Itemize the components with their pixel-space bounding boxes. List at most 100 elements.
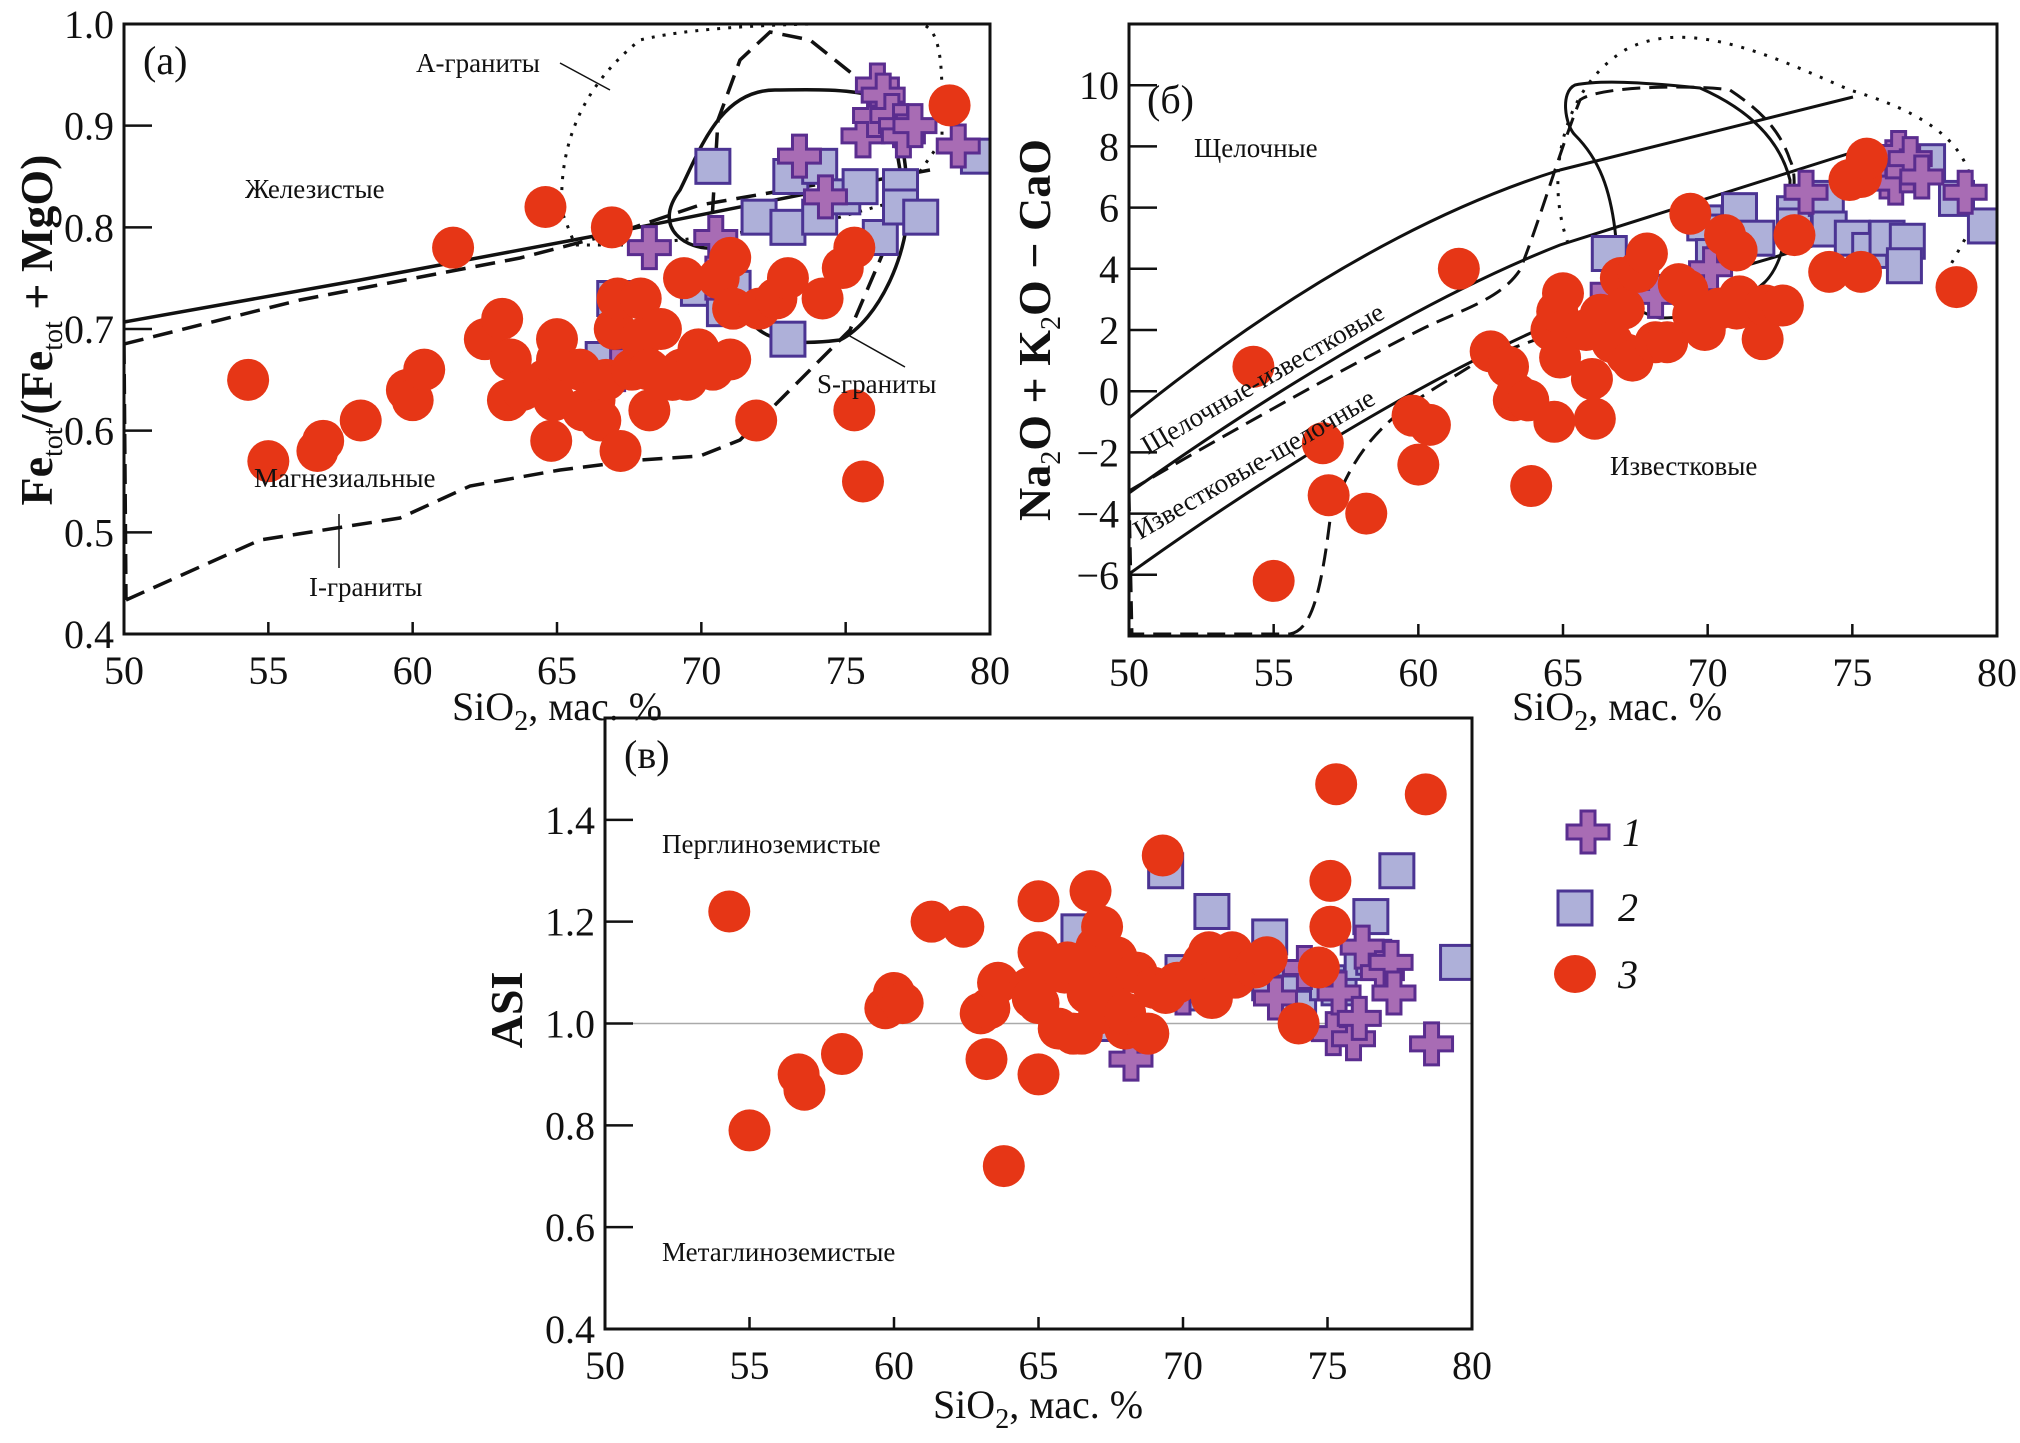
legend-marker-cross xyxy=(1565,809,1611,855)
data-point-circle xyxy=(619,277,662,320)
region-label-a-granites: A-граниты xyxy=(416,48,540,78)
panel-a-points xyxy=(227,62,990,503)
data-point-circle xyxy=(1715,229,1758,272)
y-tick-label: 0.7 xyxy=(64,307,114,352)
x-tick-label: 65 xyxy=(1019,1343,1059,1388)
data-point-circle xyxy=(709,236,752,279)
region-label-calcic: Известковые xyxy=(1610,451,1757,481)
data-point-cross xyxy=(892,103,938,149)
data-point-circle xyxy=(1245,936,1288,979)
y-tick-label: 2 xyxy=(1099,308,1119,353)
data-point-circle xyxy=(247,440,290,483)
y-tick-label: 0.5 xyxy=(64,510,114,555)
data-point-cross xyxy=(1371,970,1417,1016)
data-point-square xyxy=(769,208,807,246)
y-tick-label: 0.8 xyxy=(64,205,114,250)
y-tick-label: 0.9 xyxy=(64,104,114,149)
alkalic-boundary xyxy=(1129,95,1854,420)
y-tick-label: 0 xyxy=(1099,369,1119,414)
x-tick-label: 75 xyxy=(1832,650,1872,695)
data-point-circle xyxy=(965,1038,1008,1081)
y-tick-label: 0.6 xyxy=(545,1205,595,1250)
data-point-circle xyxy=(1437,247,1480,290)
x-tick-label: 75 xyxy=(826,648,866,693)
panel-b-ticks: 50 55 60 65 70 75 80 −6 −4 −2 0 2 4 6 8 10 xyxy=(1076,63,2017,695)
x-tick-label: 65 xyxy=(537,648,577,693)
data-point-cross xyxy=(1942,169,1988,215)
region-label-alkalic: Щелочные xyxy=(1194,133,1318,163)
data-point-cross xyxy=(1899,154,1945,200)
data-point-circle xyxy=(1252,559,1295,602)
data-point-circle xyxy=(530,419,573,462)
x-title-sio: SiO xyxy=(933,1382,995,1427)
y-title-fe: Fe xyxy=(11,457,62,506)
panel-c-y-axis-title: ASI xyxy=(481,972,532,1049)
data-point-square xyxy=(1885,247,1923,285)
data-point-circle xyxy=(1741,318,1784,361)
data-point-circle xyxy=(982,1145,1025,1188)
x-tick-label: 55 xyxy=(730,1343,770,1388)
data-point-circle xyxy=(1127,1012,1170,1055)
y-tick-label: 6 xyxy=(1099,186,1119,231)
panel-c-label: (в) xyxy=(624,732,670,777)
data-point-square xyxy=(902,198,940,236)
data-point-circle xyxy=(1510,465,1553,508)
a-granite-field xyxy=(1556,35,1975,276)
legend-marker-circle xyxy=(1554,955,1596,993)
data-point-square xyxy=(694,147,732,185)
y-title-sub2: 2 xyxy=(1036,316,1067,330)
i-granite-field xyxy=(1129,85,1796,636)
data-point-circle xyxy=(524,186,567,228)
data-point-square xyxy=(841,168,879,206)
y-tick-label: 8 xyxy=(1099,124,1119,169)
y-tick-label: 0.4 xyxy=(64,612,114,657)
x-tick-label: 75 xyxy=(1308,1343,1348,1388)
data-point-circle xyxy=(1542,272,1584,315)
x-tick-label: 55 xyxy=(1254,650,1294,695)
y-tick-label: 1.4 xyxy=(545,798,595,843)
data-point-circle xyxy=(1533,400,1576,443)
panel-b-x-axis-title: SiO2, мас. % xyxy=(1512,684,1722,737)
data-point-cross xyxy=(935,123,981,169)
x-tick-label: 70 xyxy=(1688,650,1728,695)
x-tick-label: 70 xyxy=(681,648,721,693)
y-title-tot: tot xyxy=(38,427,69,457)
y-tick-label: 10 xyxy=(1079,63,1119,108)
data-point-circle xyxy=(227,358,270,401)
data-point-circle xyxy=(1845,137,1888,180)
data-point-circle xyxy=(1232,345,1275,388)
data-point-circle xyxy=(639,308,682,350)
data-point-circle xyxy=(536,318,578,361)
data-point-circle xyxy=(928,84,971,127)
data-point-circle xyxy=(1773,214,1816,257)
x-tick-label: 70 xyxy=(1163,1343,1203,1388)
data-point-cross xyxy=(1409,1021,1455,1067)
s-granite-pointer xyxy=(847,334,906,368)
data-point-square xyxy=(1439,943,1472,981)
x-title-sub: 2 xyxy=(995,1404,1009,1435)
data-point-circle xyxy=(1345,492,1388,535)
a-granite-pointer xyxy=(559,62,611,91)
data-point-circle xyxy=(1309,905,1352,948)
data-point-circle xyxy=(1404,773,1447,816)
data-point-circle xyxy=(599,430,642,472)
x-title-sub: 2 xyxy=(514,706,528,737)
y-tick-label: 0.6 xyxy=(64,409,114,454)
data-point-circle xyxy=(1646,321,1689,364)
data-point-cross xyxy=(626,225,672,271)
data-point-circle xyxy=(339,399,382,442)
data-point-circle xyxy=(1315,763,1358,806)
data-point-circle xyxy=(1017,880,1060,923)
panel-a: 50 55 60 65 70 75 800.40.50.60.70.80.91.0 (а) … xyxy=(11,2,1010,737)
data-point-circle xyxy=(1309,859,1352,902)
data-point-circle xyxy=(1669,192,1712,235)
region-label-magnesian: Магнезиальные xyxy=(254,463,436,493)
panel-a-y-axis-title: Fetot/(Fetot + MgO) xyxy=(11,155,69,506)
panel-a-label: (а) xyxy=(143,38,187,83)
x-title-rest: , мас. % xyxy=(528,684,662,729)
region-label-alkali-calcic: Щелочные-известковые xyxy=(1136,297,1389,460)
data-point-square xyxy=(1378,852,1416,890)
data-point-circle xyxy=(1761,284,1804,327)
data-point-circle xyxy=(820,1033,863,1076)
region-label-i-granites: I-граниты xyxy=(309,572,422,602)
